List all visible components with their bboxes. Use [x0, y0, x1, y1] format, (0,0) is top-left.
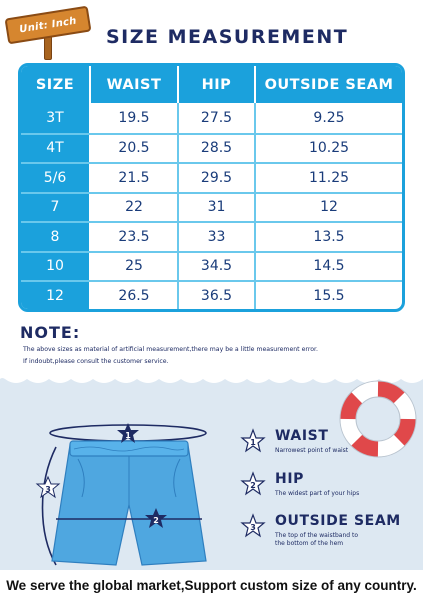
- life-ring-icon: [339, 380, 417, 458]
- note-title: NOTE:: [20, 323, 81, 342]
- table-body: 3T 19.5 27.5 9.25 4T 20.5 28.5 10.25 5/6…: [21, 103, 402, 309]
- legend-outside-seam-desc: The top of the waistband to the bottom o…: [275, 532, 358, 548]
- footer-banner: We serve the global market,Support custo…: [0, 570, 423, 600]
- hip-cell: 36.5: [179, 282, 256, 309]
- page-title: SIZE MEASUREMENT: [106, 26, 349, 48]
- table-row: 3T 19.5 27.5 9.25: [21, 103, 402, 133]
- outside-seam-cell: 15.5: [313, 287, 345, 304]
- unit-sign: Unit: Inch: [4, 5, 96, 60]
- hip-cell: 34.5: [179, 252, 256, 280]
- size-cell: 5/6: [21, 164, 91, 192]
- size-table: SIZE WAIST HIP OUTSIDE SEAM 3T 19.5 27.5…: [18, 63, 405, 312]
- waist-cell: 25: [91, 252, 179, 280]
- header-waist: WAIST: [91, 66, 179, 103]
- size-cell: 10: [21, 252, 91, 280]
- wave-divider: [0, 373, 423, 383]
- header-size: SIZE: [21, 66, 91, 103]
- outside-seam-cell: 12: [320, 199, 338, 216]
- legend-waist-title: WAIST: [275, 428, 329, 444]
- hip-cell: 31: [179, 193, 256, 221]
- marker-2: 2: [153, 516, 159, 525]
- legend-hip-title: HIP: [275, 471, 304, 487]
- hip-cell: 28.5: [179, 134, 256, 162]
- header-hip: HIP: [179, 66, 256, 103]
- outside-seam-cell: 13.5: [313, 228, 345, 245]
- note-line-2: If indoubt,please consult the customer s…: [23, 358, 169, 365]
- marker-1: 1: [125, 431, 131, 440]
- table-row: 8 23.5 33 13.5: [21, 221, 402, 251]
- table-row: 10 25 34.5 14.5: [21, 250, 402, 280]
- size-cell: 7: [21, 193, 91, 221]
- waist-cell: 26.5: [91, 282, 179, 309]
- hip-cell: 33: [179, 223, 256, 251]
- legend-outside-seam-desc-2: the bottom of the hem: [275, 540, 344, 547]
- table-row: 12 26.5 36.5 15.5: [21, 280, 402, 309]
- legend-outside-seam-title: OUTSIDE SEAM: [275, 513, 401, 529]
- outside-seam-cell: 11.25: [308, 169, 350, 186]
- star-3-number: 3: [250, 523, 256, 532]
- shorts-illustration: 1 2 3: [35, 423, 207, 566]
- waist-cell: 19.5: [91, 103, 179, 133]
- size-cell: 8: [21, 223, 91, 251]
- waist-cell: 22: [91, 193, 179, 221]
- note-line-1: The above sizes as material of artificia…: [23, 346, 318, 353]
- waist-cell: 21.5: [91, 164, 179, 192]
- star-1-icon: 1: [240, 428, 266, 453]
- hip-cell: 29.5: [179, 164, 256, 192]
- outside-seam-cell: 10.25: [308, 140, 350, 157]
- outside-seam-cell: 9.25: [313, 109, 345, 126]
- legend-hip-desc: The widest part of your hips: [275, 490, 360, 497]
- header-outside-seam: OUTSIDE SEAM: [264, 76, 394, 93]
- outside-seam-cell: 14.5: [313, 258, 345, 275]
- star-3-icon: 3: [240, 513, 266, 538]
- table-header-row: SIZE WAIST HIP OUTSIDE SEAM: [21, 66, 402, 103]
- legend-waist-desc: Narrowest point of waist: [275, 447, 349, 454]
- legend-outside-seam-desc-1: The top of the waistband to: [275, 532, 359, 539]
- hip-cell: 27.5: [179, 103, 256, 133]
- size-cell: 12: [21, 282, 91, 309]
- sign-text: Unit: Inch: [18, 15, 78, 35]
- size-cell: 3T: [21, 103, 91, 133]
- star-1-number: 1: [250, 438, 256, 447]
- measurement-guide: 1 2 3 1 WAIST Narrowest point of waist 2…: [0, 373, 423, 570]
- star-2-icon: 2: [240, 471, 266, 496]
- table-row: 7 22 31 12: [21, 191, 402, 221]
- table-row: 5/6 21.5 29.5 11.25: [21, 162, 402, 192]
- size-cell: 4T: [21, 134, 91, 162]
- waist-cell: 23.5: [91, 223, 179, 251]
- footer-text: We serve the global market,Support custo…: [6, 577, 417, 593]
- waist-cell: 20.5: [91, 134, 179, 162]
- star-2-number: 2: [250, 481, 256, 490]
- marker-3: 3: [45, 485, 51, 494]
- table-row: 4T 20.5 28.5 10.25: [21, 132, 402, 162]
